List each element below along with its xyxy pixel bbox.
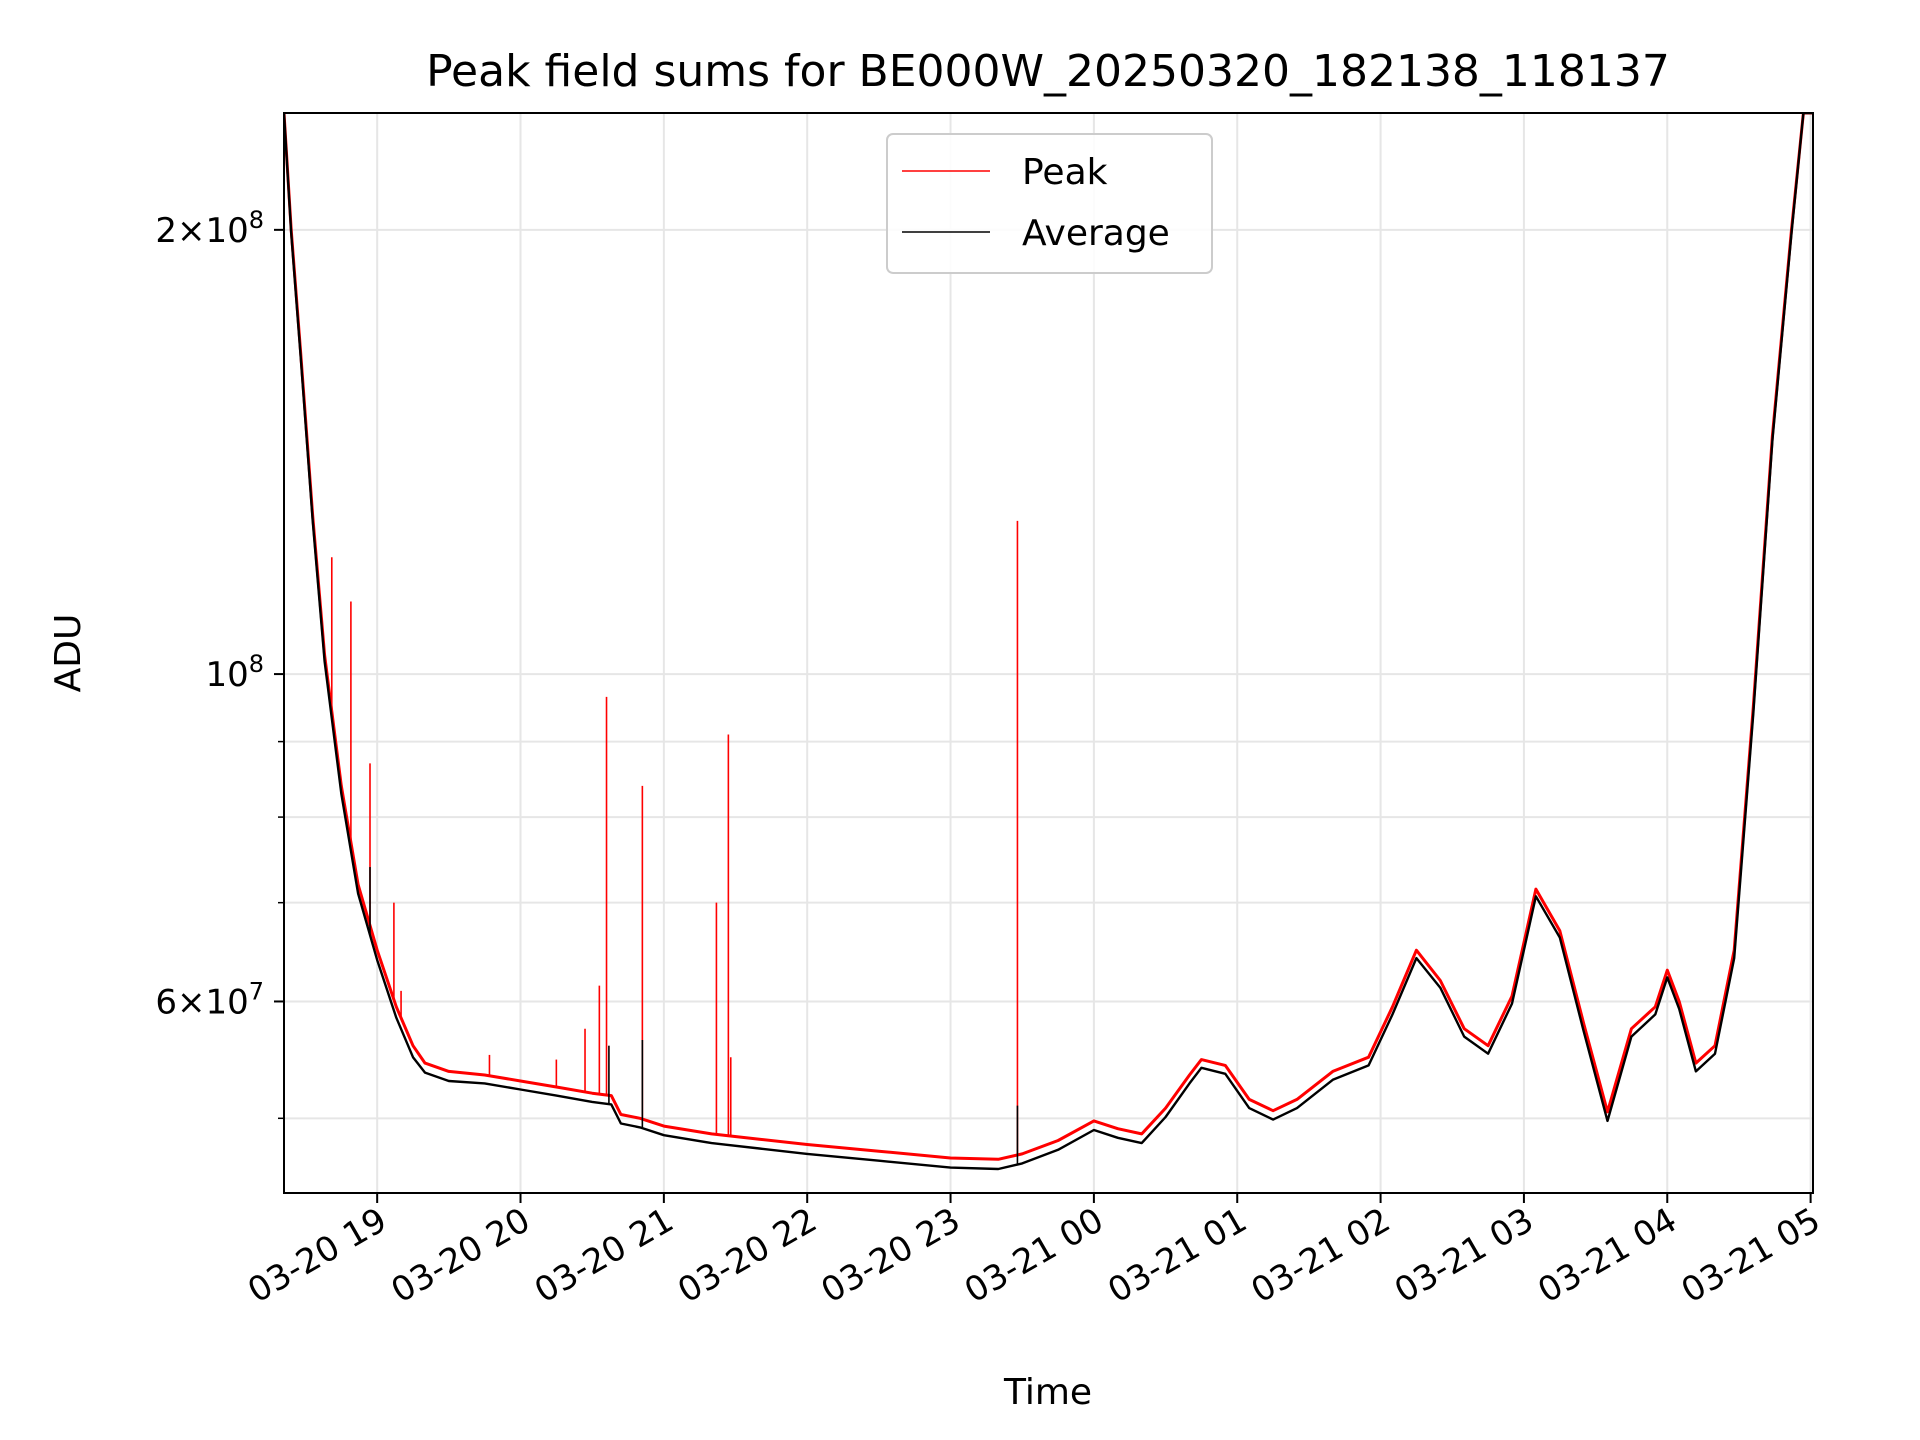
legend-label-peak: Peak: [1022, 152, 1108, 193]
chart-title: Peak field sums for BE000W_20250320_1821…: [426, 46, 1670, 97]
series-peak: [284, 113, 1813, 1161]
grid: [284, 113, 1813, 1193]
y-axis: 6×107 108 2×108: [155, 206, 284, 1120]
legend-box: [886, 133, 1213, 274]
legend: Peak Average: [886, 133, 1213, 274]
plot-area: [283, 112, 1814, 1194]
y-tick-label: 108: [205, 650, 264, 695]
series-line-peak: [284, 113, 1813, 1161]
y-tick-label: 6×107: [155, 977, 264, 1022]
x-axis-label: Time: [1003, 1372, 1092, 1413]
series-line-average: [284, 113, 1813, 1171]
series-average: [284, 113, 1813, 1171]
series-layer: [284, 113, 1813, 1171]
legend-label-average: Average: [1022, 213, 1170, 254]
y-axis-label: ADU: [48, 614, 89, 693]
plot-frame: [283, 112, 1814, 1194]
y-tick-label: 2×108: [155, 206, 264, 251]
plot-background: [284, 113, 1813, 1193]
